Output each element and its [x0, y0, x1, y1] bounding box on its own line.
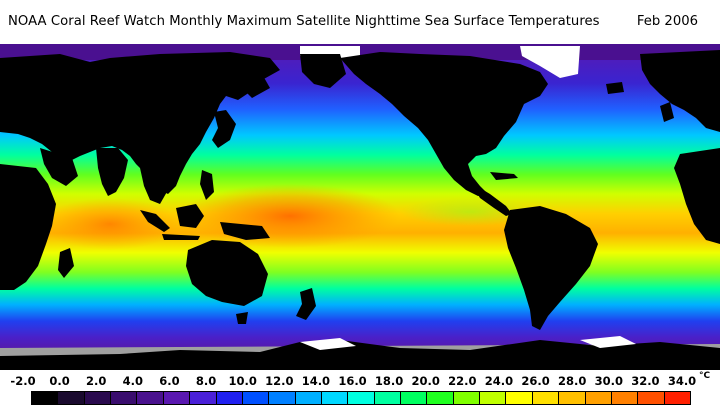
land-kamchatka [240, 74, 270, 98]
warm-pool-west-pacific [180, 184, 400, 248]
legend-tick-label: 16.0 [338, 374, 367, 388]
land-philippines [200, 170, 214, 200]
land-java [162, 234, 200, 240]
legend-tick-label: 34.0 [667, 374, 697, 388]
legend-color-cell [559, 392, 586, 404]
legend: -2.0 0.0 2.0 4.0 6.0 8.0 10.0 12.0 14.0 16.0 18.0 2… [0, 370, 720, 411]
legend-color-cell [269, 392, 296, 404]
legend-color-cell [427, 392, 454, 404]
legend-tick-label: 10.0 [228, 374, 257, 388]
land-europe-right-edge [640, 50, 720, 132]
legend-color-cell [611, 392, 639, 404]
legend-tick-label: 8.0 [195, 374, 217, 388]
land-india [96, 148, 128, 196]
legend-color-cell [163, 392, 191, 404]
legend-tick-label: -2.0 [10, 374, 36, 388]
sst-map [0, 44, 720, 370]
legend-tick-label: 24.0 [484, 374, 514, 388]
legend-color-cell [111, 392, 138, 404]
legend-color-cell [321, 392, 349, 404]
legend-tick-label: 2.0 [86, 374, 107, 388]
title-bar: NOAA Coral Reef Watch Monthly Maximum Sa… [0, 0, 720, 44]
land-sumatra [140, 210, 170, 232]
legend-tick-label: 6.0 [159, 374, 180, 388]
legend-color-cell [506, 392, 533, 404]
land-south-america [504, 206, 598, 330]
legend-color-cell [137, 392, 164, 404]
legend-tick-label: 26.0 [521, 374, 550, 388]
legend-color-cell [216, 392, 243, 404]
land-iceland [606, 82, 624, 94]
land-japan [212, 110, 236, 148]
legend-color-cell [374, 392, 402, 404]
legend-colorbar [31, 391, 691, 405]
ice-shelf-weddell [580, 336, 636, 348]
ice-shelf-ross [300, 338, 356, 350]
legend-tick-label: 22.0 [448, 374, 477, 388]
legend-color-cell [348, 392, 375, 404]
land-borneo [176, 204, 204, 228]
legend-color-cell [401, 392, 428, 404]
land-africa [0, 164, 56, 290]
legend-tick-label: 0.0 [49, 374, 70, 388]
legend-color-cell [532, 392, 560, 404]
legend-color-cell [58, 392, 85, 404]
legend-color-cell [84, 392, 112, 404]
land-new-guinea [220, 222, 270, 240]
legend-color-cell [480, 392, 507, 404]
land-british-isles [660, 102, 674, 122]
legend-color-cell [242, 392, 270, 404]
land-madagascar [58, 248, 74, 278]
land-arabia [40, 148, 78, 186]
map-date: Feb 2006 [636, 14, 698, 29]
land-new-zealand [296, 288, 316, 320]
ice-greenland [520, 46, 580, 78]
legend-color-cell [32, 392, 59, 404]
legend-tick-label: 14.0 [301, 374, 331, 388]
legend-tick-label: 30.0 [594, 374, 623, 388]
map-title: NOAA Coral Reef Watch Monthly Maximum Sa… [8, 14, 600, 29]
land-indochina [140, 168, 168, 204]
land-tasmania [236, 312, 248, 324]
land-alaska [300, 54, 346, 88]
legend-tick-label: 12.0 [265, 374, 294, 388]
land-antarctica [0, 340, 720, 370]
legend-color-cell [638, 392, 665, 404]
legend-color-cell [585, 392, 612, 404]
legend-tick-label: 18.0 [374, 374, 404, 388]
legend-tick-label: 4.0 [122, 374, 144, 388]
land-cuba [490, 172, 518, 180]
land-north-america [340, 52, 548, 196]
legend-tick-label: 20.0 [411, 374, 440, 388]
warm-pool-indian-ocean [40, 198, 180, 250]
cold-tongue-east-pacific [400, 198, 540, 226]
land-central-america [470, 182, 512, 216]
legend-unit: °C [699, 371, 711, 381]
legend-tick-label: 28.0 [557, 374, 587, 388]
land-australia [186, 240, 268, 306]
legend-color-cell [295, 392, 322, 404]
legend-color-cell [190, 392, 217, 404]
legend-color-cell [664, 392, 690, 404]
legend-tick-labels: -2.0 0.0 2.0 4.0 6.0 8.0 10.0 12.0 14.0 16.0 18.0 2… [0, 374, 720, 390]
legend-tick-label: 32.0 [631, 374, 660, 388]
land-west-africa-right-edge [674, 148, 720, 244]
legend-color-cell [453, 392, 481, 404]
